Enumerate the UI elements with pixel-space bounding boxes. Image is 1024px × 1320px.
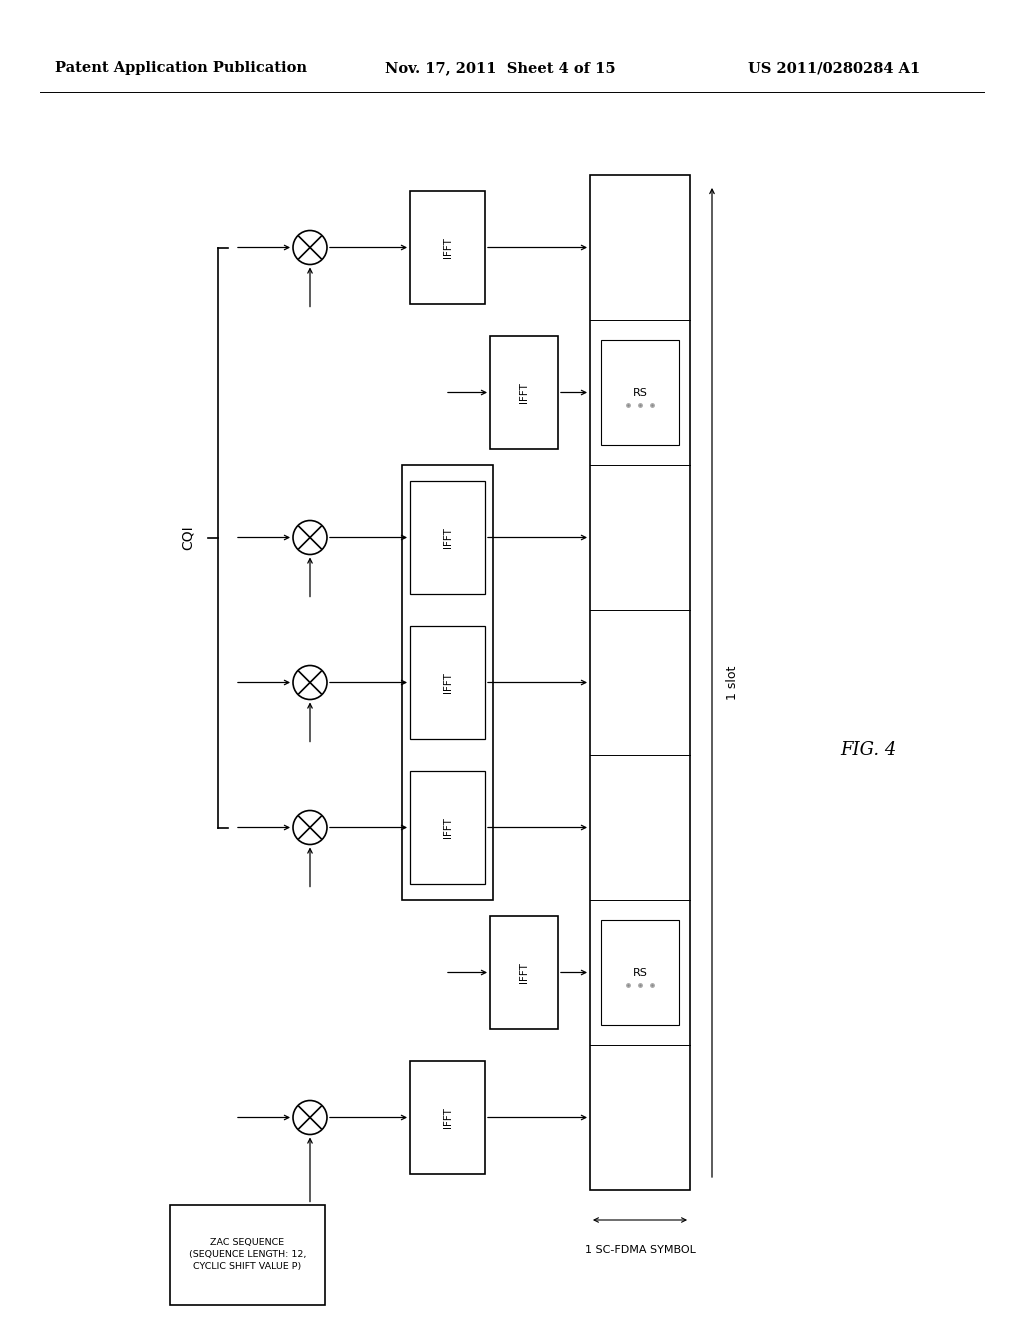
Text: 1 SC-FDMA SYMBOL: 1 SC-FDMA SYMBOL: [585, 1245, 695, 1255]
Bar: [410, 771, 485, 884]
Text: IFFT: IFFT: [519, 962, 529, 983]
Text: ZAC SEQUENCE
(SEQUENCE LENGTH: 12,
CYCLIC SHIFT VALUE P): ZAC SEQUENCE (SEQUENCE LENGTH: 12, CYCLI…: [188, 1238, 306, 1271]
Circle shape: [293, 520, 327, 554]
Bar: [490, 916, 558, 1030]
Text: IFFT: IFFT: [442, 238, 453, 257]
Circle shape: [293, 1101, 327, 1134]
Text: IFFT: IFFT: [519, 381, 529, 403]
Text: 1 slot: 1 slot: [726, 665, 739, 700]
Text: IFFT: IFFT: [442, 1107, 453, 1127]
Text: Nov. 17, 2011  Sheet 4 of 15: Nov. 17, 2011 Sheet 4 of 15: [385, 61, 615, 75]
Text: CQI: CQI: [181, 525, 195, 550]
Bar: [170, 1204, 325, 1304]
Bar: [601, 920, 679, 1024]
Bar: [410, 1061, 485, 1173]
Text: Patent Application Publication: Patent Application Publication: [55, 61, 307, 75]
Text: RS: RS: [633, 388, 647, 397]
Bar: [410, 191, 485, 304]
Circle shape: [293, 810, 327, 845]
Bar: [402, 465, 493, 900]
Text: IFFT: IFFT: [442, 527, 453, 548]
Bar: [590, 176, 690, 1191]
Text: IFFT: IFFT: [442, 817, 453, 838]
Bar: [490, 337, 558, 449]
Circle shape: [293, 665, 327, 700]
Circle shape: [293, 231, 327, 264]
Text: FIG. 4: FIG. 4: [840, 741, 896, 759]
Text: IFFT: IFFT: [442, 672, 453, 693]
Text: US 2011/0280284 A1: US 2011/0280284 A1: [748, 61, 921, 75]
Text: RS: RS: [633, 968, 647, 978]
Bar: [601, 341, 679, 445]
Bar: [410, 480, 485, 594]
Bar: [410, 626, 485, 739]
